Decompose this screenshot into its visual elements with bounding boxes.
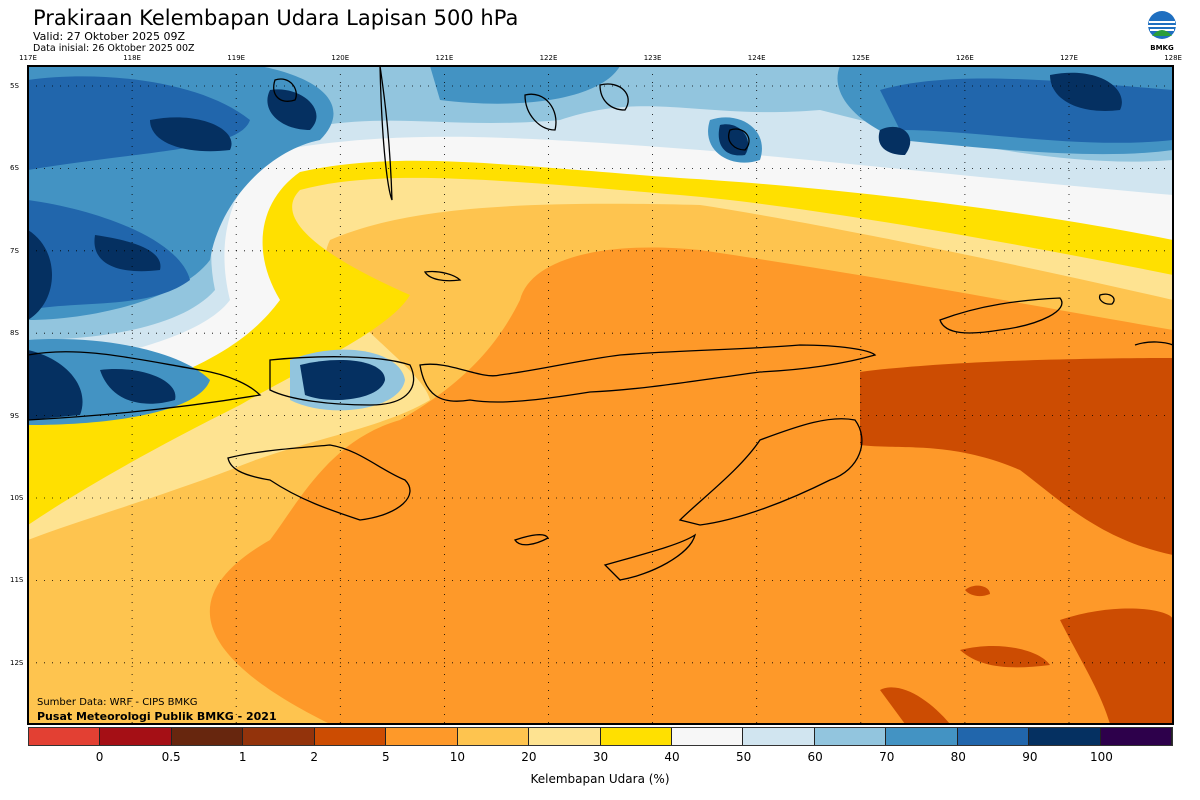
lat-tick-label: 6S xyxy=(10,164,19,173)
colorbar-label: 40 xyxy=(664,750,680,764)
region-0-5-east xyxy=(860,358,1173,724)
colorbar-label: 2 xyxy=(310,750,319,764)
colorbar-swatch xyxy=(1100,728,1172,745)
lon-tick-label: 117E xyxy=(19,54,37,62)
colorbar-swatch xyxy=(886,728,958,745)
colorbar-label: 1 xyxy=(238,750,247,764)
lon-tick-label: 119E xyxy=(227,54,246,62)
lat-tick-label: 11S xyxy=(10,576,24,585)
gridlines xyxy=(28,66,1173,724)
colorbar-swatch xyxy=(671,728,744,745)
colorbar-swatch xyxy=(529,728,601,745)
map-frame xyxy=(27,65,1174,725)
credit: Pusat Meteorologi Publik BMKG - 2021 xyxy=(37,710,277,723)
colorbar-label: 50 xyxy=(735,750,752,764)
colorbar-swatch xyxy=(29,728,101,745)
lon-tick-label: 118E xyxy=(123,54,141,62)
colorbar-swatch xyxy=(314,728,387,745)
colorbar-label: 90 xyxy=(1022,750,1038,764)
valid-time: Valid: 27 Oktober 2025 09Z xyxy=(33,30,186,43)
bmkg-logo: BMKG xyxy=(1146,10,1178,52)
lon-tick-label: 127E xyxy=(1060,54,1078,62)
colorbar-swatch xyxy=(171,728,244,745)
lat-tick-label: 10S xyxy=(10,494,24,502)
lon-tick-label: 120E xyxy=(331,54,350,62)
colorbar xyxy=(28,727,1173,746)
logo-text: BMKG xyxy=(1150,44,1174,52)
lon-tick-label: 122E xyxy=(539,54,558,62)
colorbar-swatch xyxy=(457,728,530,745)
lat-tick-label: 5S xyxy=(10,82,19,90)
data-source: Sumber Data: WRF - CIPS BMKG xyxy=(37,697,198,708)
colorbar-swatch xyxy=(600,728,672,745)
colorbar-label: 20 xyxy=(521,750,537,764)
lat-tick-label: 9S xyxy=(10,411,19,420)
colorbar-swatch xyxy=(814,728,887,745)
colorbar-label: 70 xyxy=(879,750,895,764)
colorbar-label: 5 xyxy=(381,750,390,764)
lon-tick-label: 128E xyxy=(1164,54,1182,62)
colorbar-swatch xyxy=(386,728,458,745)
region-80-90 xyxy=(28,76,1173,310)
colorbar-swatch xyxy=(957,728,1030,745)
region-70-80-south xyxy=(28,117,762,425)
lat-tick-label: 12S xyxy=(10,658,24,667)
colorbar-label: 0 xyxy=(95,750,104,764)
map-title: Prakiraan Kelembapan Udara Lapisan 500 h… xyxy=(33,6,519,30)
lat-tick-label: 7S xyxy=(10,246,19,255)
lat-tick-label: 8S xyxy=(10,329,19,338)
lon-tick-label: 121E xyxy=(435,54,454,62)
colorbar-label: 60 xyxy=(807,750,823,764)
lon-tick-label: 126E xyxy=(955,54,974,62)
lon-tick-label: 123E xyxy=(643,54,662,62)
colorbar-swatch xyxy=(743,728,815,745)
lon-tick-label: 124E xyxy=(747,54,766,62)
init-time: Data inisial: 26 Oktober 2025 00Z xyxy=(33,43,195,54)
colorbar-swatch xyxy=(100,728,172,745)
colorbar-label: 80 xyxy=(950,750,966,764)
colorbar-label: 10 xyxy=(449,750,466,764)
colorbar-swatch xyxy=(243,728,315,745)
bmkg-logo-icon xyxy=(1148,11,1176,39)
colorbar-label: 100 xyxy=(1089,750,1113,764)
colorbar-title: Kelembapan Udara (%) xyxy=(530,772,670,786)
coastlines xyxy=(28,66,1173,581)
colorbar-label: 0.5 xyxy=(161,750,181,764)
colorbar-swatch xyxy=(1029,728,1101,745)
lon-tick-label: 125E xyxy=(851,54,870,62)
region-lombok-core xyxy=(300,360,385,400)
colorbar-label: 30 xyxy=(592,750,609,764)
